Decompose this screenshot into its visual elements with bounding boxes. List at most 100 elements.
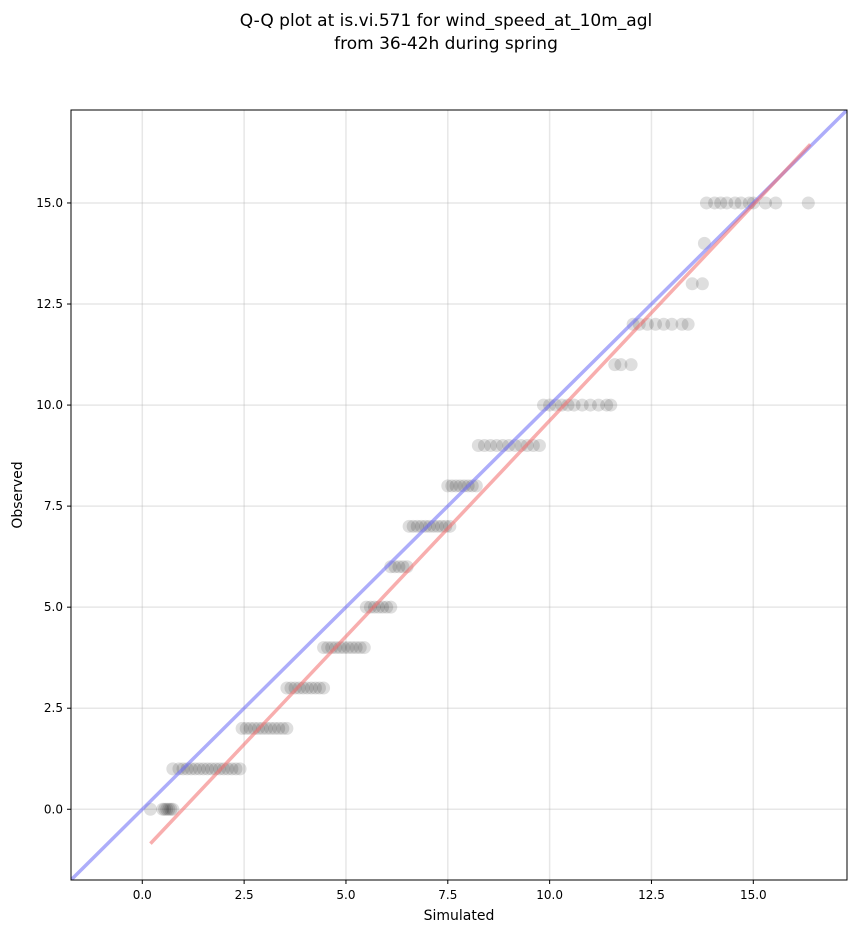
data-point — [657, 317, 671, 331]
y-tick-label: 12.5 — [36, 297, 63, 311]
y-axis-label: Observed — [10, 461, 26, 528]
data-point — [402, 519, 416, 533]
data-point — [583, 398, 597, 412]
data-point — [695, 277, 709, 291]
data-point — [614, 358, 628, 372]
x-tick-label: 2.5 — [235, 888, 254, 902]
plot-area-frame — [70, 109, 848, 881]
data-point — [649, 317, 663, 331]
data-point — [156, 802, 170, 816]
data-point — [685, 277, 699, 291]
data-point — [196, 762, 210, 776]
data-point — [392, 560, 406, 574]
data-point — [243, 721, 257, 735]
data-point — [229, 762, 243, 776]
data-point — [217, 762, 231, 776]
y-tick-label: 7.5 — [44, 499, 63, 513]
data-point — [239, 721, 253, 735]
data-point — [235, 721, 249, 735]
data-point — [406, 519, 420, 533]
x-tick-label: 7.5 — [438, 888, 457, 902]
y-tick-label: 5.0 — [44, 600, 63, 614]
data-point — [158, 802, 172, 816]
reference-lines — [71, 110, 847, 880]
data-point — [604, 398, 618, 412]
data-point — [268, 721, 282, 735]
data-point — [166, 762, 180, 776]
data-point — [308, 681, 322, 695]
data-point — [759, 196, 773, 210]
chart-title-line-1: Q-Q plot at is.vi.571 for wind_speed_at_… — [240, 11, 652, 31]
data-point — [720, 196, 734, 210]
x-tick-label: 5.0 — [336, 888, 355, 902]
data-point — [164, 802, 178, 816]
data-point — [714, 196, 728, 210]
data-point — [380, 600, 394, 614]
data-point — [699, 196, 713, 210]
data-point — [608, 358, 622, 372]
data-point — [200, 762, 214, 776]
data-point — [477, 438, 491, 452]
data-point — [317, 681, 331, 695]
data-point — [592, 398, 606, 412]
data-point — [357, 641, 371, 655]
data-point — [272, 721, 286, 735]
x-tick-label: 15.0 — [740, 888, 767, 902]
data-point — [801, 196, 815, 210]
data-point — [484, 438, 498, 452]
data-point — [166, 802, 180, 816]
data-point — [681, 317, 695, 331]
x-tick-label: 10.0 — [536, 888, 563, 902]
y-tick-label: 10.0 — [36, 398, 63, 412]
data-point — [441, 479, 455, 493]
data-point — [490, 438, 504, 452]
data-point — [341, 641, 355, 655]
y-tick-label: 2.5 — [44, 701, 63, 715]
data-point — [431, 519, 445, 533]
data-point — [280, 721, 294, 735]
data-point — [449, 479, 463, 493]
data-point — [280, 681, 294, 695]
identity-line — [71, 110, 847, 880]
data-point — [575, 398, 589, 412]
data-point — [233, 762, 247, 776]
data-point — [264, 721, 278, 735]
data-point — [734, 196, 748, 210]
fit-line — [149, 143, 812, 845]
x-tick-label: 0.0 — [133, 888, 152, 902]
data-point — [665, 317, 679, 331]
data-point — [345, 641, 359, 655]
data-point — [225, 762, 239, 776]
data-point — [445, 479, 459, 493]
data-point — [410, 519, 424, 533]
chart-title-line-2: from 36-42h during spring — [334, 34, 558, 54]
data-point — [561, 398, 575, 412]
data-point — [384, 600, 398, 614]
y-tick-label: 0.0 — [44, 802, 63, 816]
data-point — [532, 438, 546, 452]
data-point — [567, 398, 581, 412]
y-tick-label: 15.0 — [36, 196, 63, 210]
data-point — [769, 196, 783, 210]
data-point — [728, 196, 742, 210]
data-point — [317, 641, 331, 655]
data-point — [325, 641, 339, 655]
data-point — [160, 802, 174, 816]
data-point — [205, 762, 219, 776]
data-point — [363, 600, 377, 614]
data-point — [376, 600, 390, 614]
data-point — [675, 317, 689, 331]
data-point — [708, 196, 722, 210]
data-point — [600, 398, 614, 412]
x-axis-ticks: 0.0 2.5 5.0 7.5 10.0 12.5 15.0 — [133, 880, 767, 902]
data-point — [300, 681, 314, 695]
data-point — [471, 438, 485, 452]
y-axis-ticks: 0.0 2.5 5.0 7.5 10.0 12.5 15.0 — [36, 196, 71, 816]
data-point — [396, 560, 410, 574]
grid — [71, 110, 847, 880]
data-point — [349, 641, 363, 655]
data-point — [312, 681, 326, 695]
data-point — [192, 762, 206, 776]
data-point — [255, 721, 269, 735]
